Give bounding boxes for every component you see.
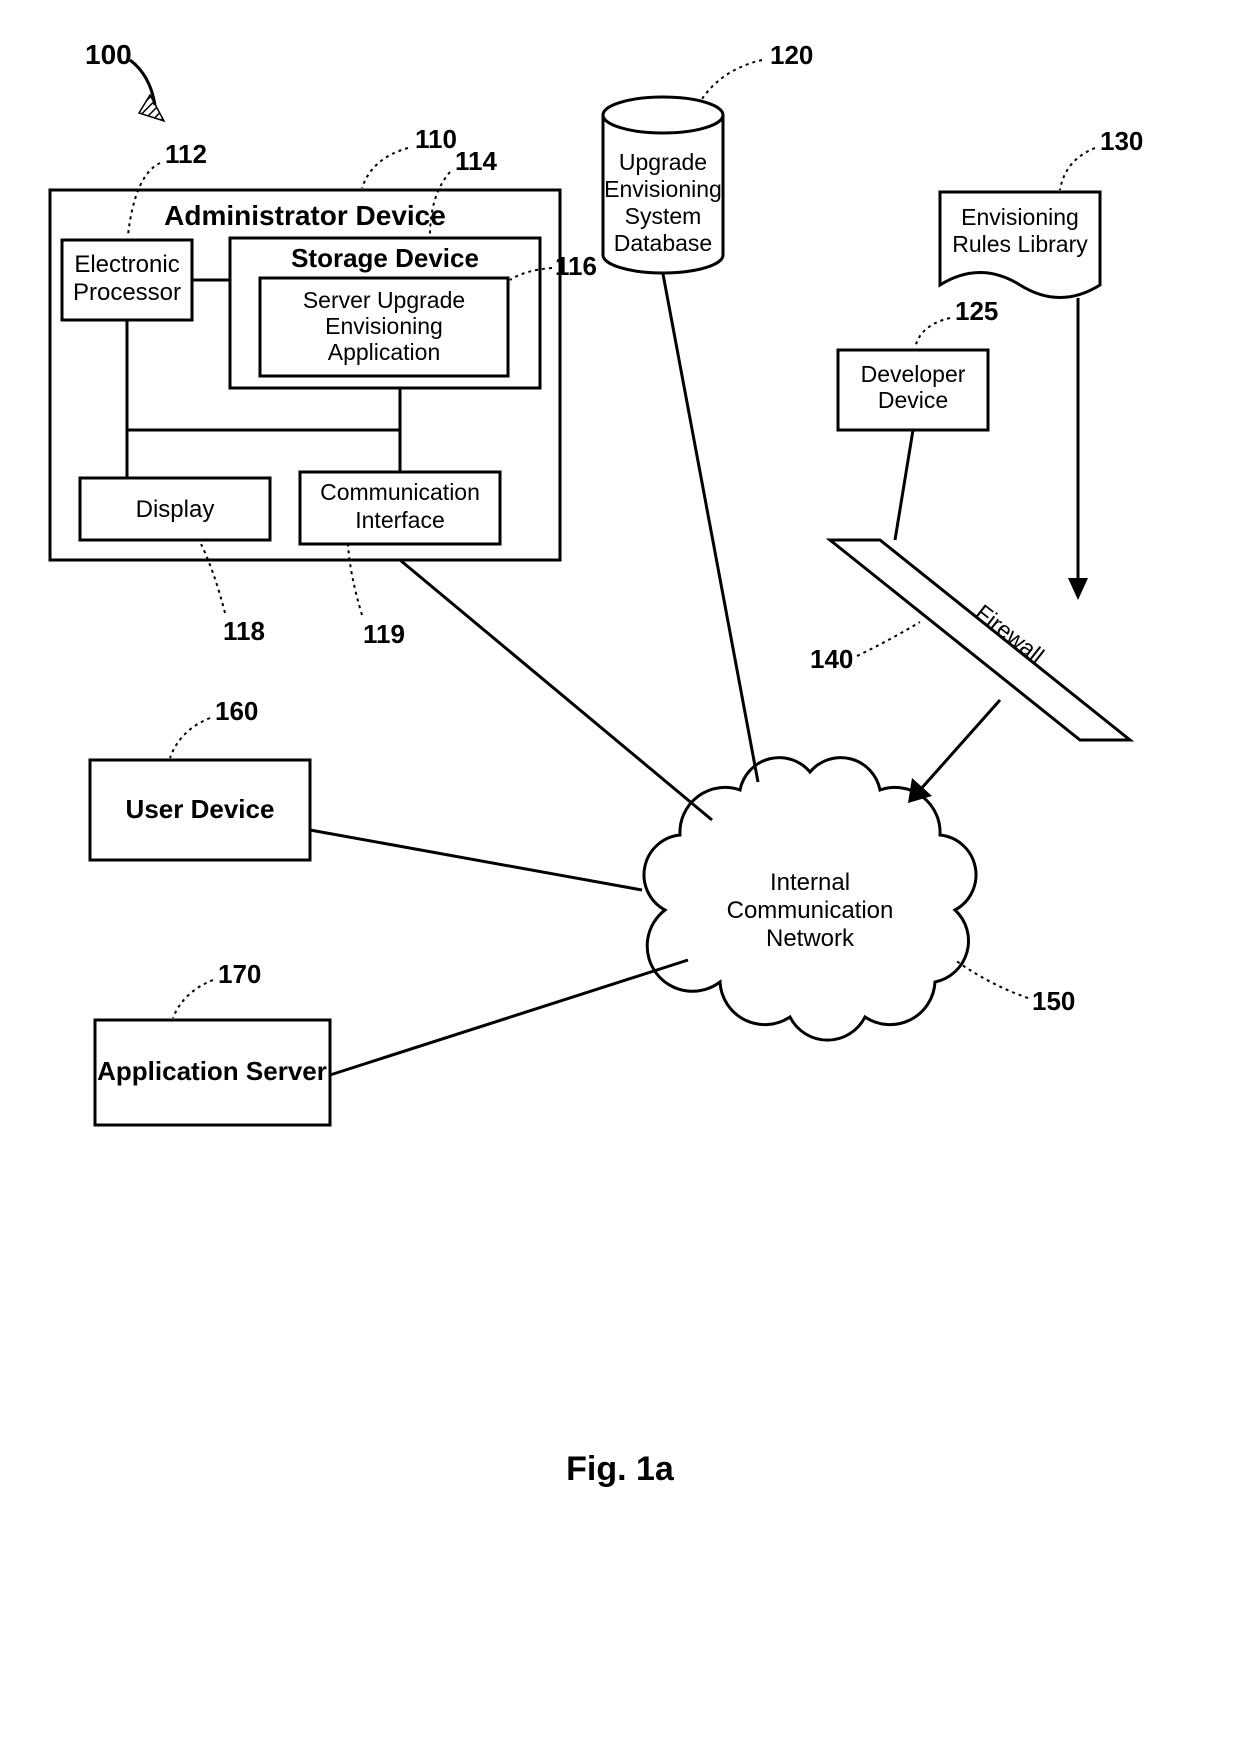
comm-label-1: Communication	[320, 479, 480, 505]
storage-title: Storage Device	[291, 243, 479, 273]
edge-dev-firewall	[895, 430, 913, 540]
comm-label-2: Interface	[355, 507, 445, 533]
processor-label-1: Electronic	[74, 251, 179, 278]
rules-label-2: Rules Library	[952, 231, 1088, 257]
db-label-1: Upgrade	[619, 149, 707, 175]
app-label-3: Application	[328, 339, 441, 365]
svg-text:112: 112	[165, 139, 207, 169]
edge-rules-firewall	[1068, 298, 1088, 600]
firewall-shape	[830, 540, 1130, 740]
dev-label-1: Developer	[861, 361, 966, 387]
svg-text:130: 130	[1100, 126, 1143, 156]
user-label: User Device	[126, 794, 275, 824]
admin-device-title: Administrator Device	[164, 200, 446, 231]
ref-140: 140	[810, 622, 920, 674]
network-label-1: Internal	[770, 869, 850, 896]
network-label-3: Network	[766, 925, 855, 952]
db-label-2: Envisioning	[604, 176, 722, 202]
svg-text:120: 120	[770, 40, 813, 70]
figure-diagram: Administrator Device Electronic Processo…	[0, 0, 1240, 1744]
ref-110: 110	[362, 124, 457, 188]
edge-comm-cloud	[400, 560, 712, 820]
app-label-1: Server Upgrade	[303, 287, 465, 313]
ref-130: 130	[1060, 126, 1143, 190]
ref-125: 125	[915, 296, 998, 348]
svg-text:140: 140	[810, 644, 853, 674]
edge-db-cloud	[663, 274, 758, 782]
ref-170: 170	[173, 959, 261, 1018]
ref-100-arrow: 100	[85, 39, 164, 121]
ref-100: 100	[85, 39, 132, 70]
processor-label-2: Processor	[73, 279, 181, 306]
db-label-3: System	[625, 203, 702, 229]
db-label-4: Database	[614, 230, 712, 256]
rules-label-1: Envisioning	[961, 204, 1079, 230]
edge-user-cloud	[310, 830, 642, 890]
edge-firewall-cloud	[908, 700, 1000, 803]
svg-text:118: 118	[223, 616, 265, 646]
figure-caption: Fig. 1a	[566, 1450, 675, 1488]
svg-text:119: 119	[363, 619, 405, 649]
svg-text:116: 116	[555, 251, 597, 281]
svg-text:114: 114	[455, 146, 497, 176]
ref-160: 160	[170, 696, 258, 758]
svg-text:125: 125	[955, 296, 998, 326]
svg-text:170: 170	[218, 959, 261, 989]
svg-text:110: 110	[415, 124, 457, 154]
display-label: Display	[136, 496, 215, 523]
svg-text:160: 160	[215, 696, 258, 726]
ref-120: 120	[700, 40, 813, 102]
app-label-2: Envisioning	[325, 313, 443, 339]
edge-appsrv-cloud	[330, 960, 688, 1075]
ref-150: 150	[955, 960, 1075, 1016]
svg-text:150: 150	[1032, 986, 1075, 1016]
network-label-2: Communication	[727, 897, 894, 924]
dev-label-2: Device	[878, 387, 948, 413]
appserver-label: Application Server	[97, 1056, 327, 1086]
